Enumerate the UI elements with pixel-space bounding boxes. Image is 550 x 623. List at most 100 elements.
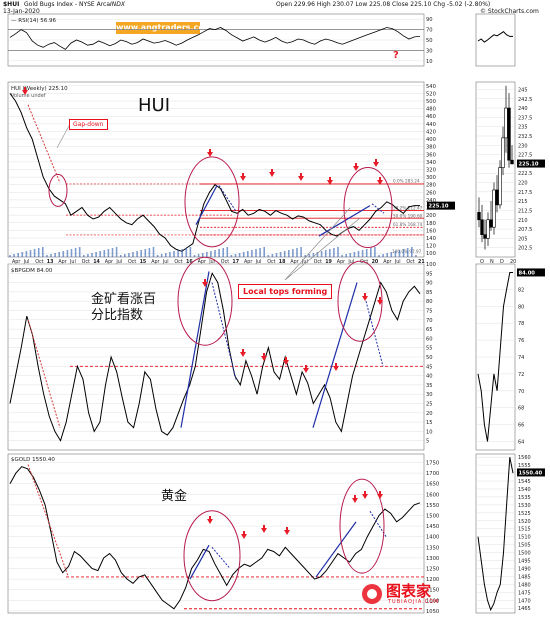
gold-axis-tick-label: 1550	[426, 503, 439, 509]
top-circle	[184, 156, 240, 248]
wedge-dotted	[371, 203, 385, 214]
candle-body	[489, 219, 493, 228]
callout-pointer	[284, 217, 361, 281]
local-tops-callout: Local tops forming	[238, 284, 333, 299]
price-axis-tick-label: 520	[426, 91, 436, 97]
bpgdm-axis-tick-label: 55	[426, 346, 433, 352]
decline-dotted	[27, 104, 61, 184]
gold-axis-tick-label: 1050	[426, 609, 439, 615]
bpgdm-inset-tick-label: 78	[518, 321, 524, 327]
price-down-arrow-stem	[355, 163, 357, 166]
x-axis-label: 21	[418, 259, 425, 265]
price-inset-tick-label: 220	[518, 181, 528, 187]
price-inset-tick-label: 217.5	[518, 190, 532, 196]
price-inset-tick-label: 205	[518, 236, 528, 242]
x-axis-label: Jul	[394, 259, 401, 265]
candle-body	[501, 137, 505, 168]
x-axis-label: Oct	[406, 259, 414, 265]
rsi-line	[9, 27, 421, 50]
gold-inset-tick-label: 1520	[518, 519, 531, 525]
price-inset-last-value-box	[517, 159, 545, 168]
gold-inset-tick-label: 1560	[518, 455, 531, 461]
price-down-arrow	[207, 152, 213, 157]
gold-axis-tick-label: 1650	[426, 482, 439, 488]
bpgdm-wedge	[180, 271, 210, 428]
gold-down-arrow-stem	[364, 491, 366, 494]
bpgdm-axis-tick-label: 85	[426, 290, 433, 296]
x-axis-label: Jul	[162, 259, 169, 265]
bpgdm-inset-tick-label: 66	[518, 423, 524, 429]
price-axis-tick-label: 120	[426, 244, 436, 250]
bpgdm-inset-last-value-box	[517, 268, 545, 277]
hui-price-line	[9, 93, 420, 252]
gold-down-arrow-stem	[379, 491, 381, 494]
price-down-arrow-stem	[375, 159, 377, 162]
price-inset-tick-label: 240	[518, 106, 528, 112]
x-axis-label: 15	[140, 259, 147, 265]
x-axis-label: 17	[232, 259, 239, 265]
header-credit: © StockCharts.com	[480, 8, 539, 15]
inset-x-label: 20	[510, 259, 516, 265]
gap-down-callout: Gap-down	[69, 119, 108, 130]
price-down-arrow-stem	[379, 177, 381, 180]
price-axis-tick-label: 380	[426, 145, 436, 151]
price-axis-tick-label: 340	[426, 160, 436, 166]
price-down-arrow-stem	[329, 177, 331, 180]
candle-body	[507, 107, 511, 161]
gold-panel-inset-frame	[475, 453, 516, 614]
price-axis-tick-label: 360	[426, 152, 436, 158]
bpgdm-annotation-line1: 金矿看涨百	[91, 292, 157, 307]
gold-axis-tick-label: 1250	[426, 566, 439, 572]
gold-down-arrow-stem	[209, 516, 211, 519]
rsi-axis-tick-label: 50	[426, 38, 433, 44]
candle-body	[480, 219, 484, 235]
gold-inset-tick-label: 1500	[518, 551, 531, 557]
price-axis-tick-label: 320	[426, 168, 436, 174]
bpgdm-axis-tick-label: 75	[426, 309, 433, 315]
gold-wedge	[315, 521, 357, 578]
bpgdm-circle	[177, 256, 233, 346]
x-axis-label: 19	[325, 259, 332, 265]
gold-down-arrow-stem	[263, 525, 265, 528]
price-down-arrow-stem	[24, 87, 26, 90]
price-down-arrow	[377, 180, 383, 185]
bpgdm-down-arrow-stem	[285, 357, 287, 360]
gold-line	[9, 466, 421, 610]
price-inset-tick-label: 222.5	[518, 171, 532, 177]
bpgdm-inset-tick-label: 74	[518, 355, 524, 361]
candle-body	[495, 189, 499, 206]
watermark-logo-icon-inner	[367, 589, 377, 599]
gold-down-arrow	[352, 498, 358, 503]
gold-down-arrow	[284, 530, 290, 535]
x-axis-label: Jul	[23, 259, 30, 265]
watermark-logo-cn: 图表家	[386, 582, 432, 600]
price-inset-tick-label: 235	[518, 125, 528, 131]
x-axis-label: 20	[372, 259, 379, 265]
fib-label: 100.0% 97.97	[392, 249, 422, 254]
bpgdm-down-arrow	[333, 366, 339, 371]
rsi-panel-inset-frame	[475, 13, 516, 67]
fib-label: 61.8% 168.74	[393, 222, 423, 227]
price-inset-last-value: 225.10	[519, 162, 539, 168]
price-inset-tick-label: 207.5	[518, 227, 532, 233]
x-axis-label: Apr	[105, 259, 113, 265]
fib-label: 50.0% 190.60	[393, 214, 423, 219]
gold-down-arrow	[207, 519, 213, 524]
header-date: 13-Jan-2020	[3, 8, 40, 15]
x-axis-label: Jul	[301, 259, 308, 265]
x-axis-label: Apr	[12, 259, 20, 265]
gold-axis-tick-label: 1700	[426, 471, 439, 477]
price-inset-tick-label: 245	[518, 87, 528, 93]
price-axis-tick-label: 140	[426, 236, 436, 242]
x-axis-label: Oct	[267, 259, 275, 265]
price-axis-tick-label: 500	[426, 99, 436, 105]
x-axis-label: Apr	[151, 259, 159, 265]
bpgdm-decline-dotted	[27, 319, 61, 428]
inset-x-label: D	[500, 259, 504, 265]
bpgdm-axis-tick-label: 10	[426, 429, 433, 435]
bpgdm-inset-last-value: 84.00	[519, 270, 536, 276]
inset-x-label: N	[490, 259, 494, 265]
bpgdm-axis-tick-label: 35	[426, 383, 433, 389]
price-inset-tick-label: 242.5	[518, 97, 532, 103]
